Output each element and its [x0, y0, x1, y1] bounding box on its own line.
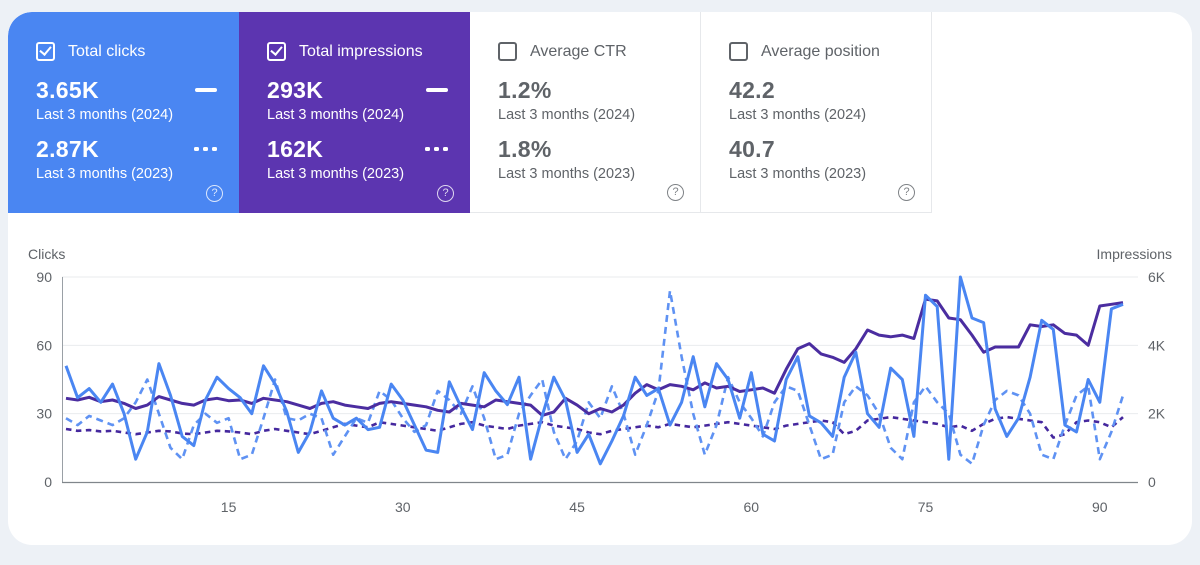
right-axis-title: Impressions	[1096, 246, 1172, 262]
performance-chart: Clicks Impressions 0 30 60 90 0 2K 4K 6K 15 30 45 6…	[8, 213, 1192, 545]
svg-text:60: 60	[36, 337, 52, 353]
card-header: Average CTR	[498, 42, 678, 61]
card-total-impressions[interactable]: Total impressions 293K Last 3 months (20…	[239, 12, 470, 213]
help-icon[interactable]: ?	[206, 185, 223, 202]
help-icon[interactable]: ?	[667, 184, 684, 201]
svg-text:30: 30	[36, 406, 52, 422]
checkmark-icon	[39, 43, 52, 56]
help-icon[interactable]: ?	[898, 184, 915, 201]
svg-text:6K: 6K	[1148, 269, 1166, 285]
svg-text:4K: 4K	[1148, 337, 1166, 353]
card-header: Total impressions	[267, 42, 448, 61]
checkbox-average-ctr[interactable]	[498, 42, 517, 61]
card-total-clicks[interactable]: Total clicks 3.65K Last 3 months (2024) …	[8, 12, 239, 213]
metric-period-current: Last 3 months (2024)	[36, 107, 174, 123]
svg-text:0: 0	[44, 474, 52, 490]
metric-value-previous: 162K	[267, 135, 324, 162]
dashed-line-legend-icon	[190, 147, 217, 151]
metric-value-current: 1.2%	[498, 76, 552, 103]
card-label: Total impressions	[299, 42, 423, 60]
solid-line-legend-icon	[426, 88, 448, 92]
card-average-ctr[interactable]: Average CTR 1.2% Last 3 months (2024) 1.…	[470, 12, 701, 213]
svg-text:90: 90	[1092, 499, 1108, 515]
metric-period-previous: Last 3 months (2023)	[267, 166, 405, 182]
checkbox-average-position[interactable]	[729, 42, 748, 61]
chart-canvas: 0 30 60 90 0 2K 4K 6K 15 30 45 60 75 90	[36, 269, 1166, 515]
checkmark-icon	[270, 43, 283, 56]
solid-line-legend-icon	[195, 88, 217, 92]
metric-value-previous: 2.87K	[36, 135, 99, 162]
performance-panel: Total clicks 3.65K Last 3 months (2024) …	[8, 12, 1192, 545]
svg-text:15: 15	[221, 499, 237, 515]
metric-period-current: Last 3 months (2024)	[498, 107, 636, 123]
svg-text:60: 60	[744, 499, 760, 515]
checkbox-total-clicks[interactable]	[36, 42, 55, 61]
metric-value-previous: 40.7	[729, 135, 775, 162]
metric-period-previous: Last 3 months (2023)	[498, 166, 636, 182]
card-header: Total clicks	[36, 42, 217, 61]
svg-text:30: 30	[395, 499, 411, 515]
cards-row-filler	[932, 12, 1192, 213]
metric-period-previous: Last 3 months (2023)	[36, 166, 174, 182]
card-average-position[interactable]: Average position 42.2 Last 3 months (202…	[701, 12, 932, 213]
svg-text:45: 45	[569, 499, 585, 515]
card-label: Total clicks	[68, 42, 146, 60]
card-label: Average position	[761, 42, 880, 60]
metric-period-current: Last 3 months (2024)	[267, 107, 405, 123]
svg-text:2K: 2K	[1148, 406, 1166, 422]
svg-text:75: 75	[918, 499, 934, 515]
metric-value-current: 3.65K	[36, 76, 99, 103]
card-header: Average position	[729, 42, 909, 61]
metric-period-current: Last 3 months (2024)	[729, 107, 867, 123]
help-icon[interactable]: ?	[437, 185, 454, 202]
metric-cards-row: Total clicks 3.65K Last 3 months (2024) …	[8, 12, 1192, 213]
card-label: Average CTR	[530, 42, 627, 60]
left-axis-title: Clicks	[28, 246, 66, 262]
svg-text:0: 0	[1148, 474, 1156, 490]
metric-value-current: 42.2	[729, 76, 775, 103]
dashed-line-legend-icon	[421, 147, 448, 151]
svg-text:90: 90	[36, 269, 52, 285]
metric-value-previous: 1.8%	[498, 135, 552, 162]
metric-period-previous: Last 3 months (2023)	[729, 166, 867, 182]
checkbox-total-impressions[interactable]	[267, 42, 286, 61]
metric-value-current: 293K	[267, 76, 324, 103]
